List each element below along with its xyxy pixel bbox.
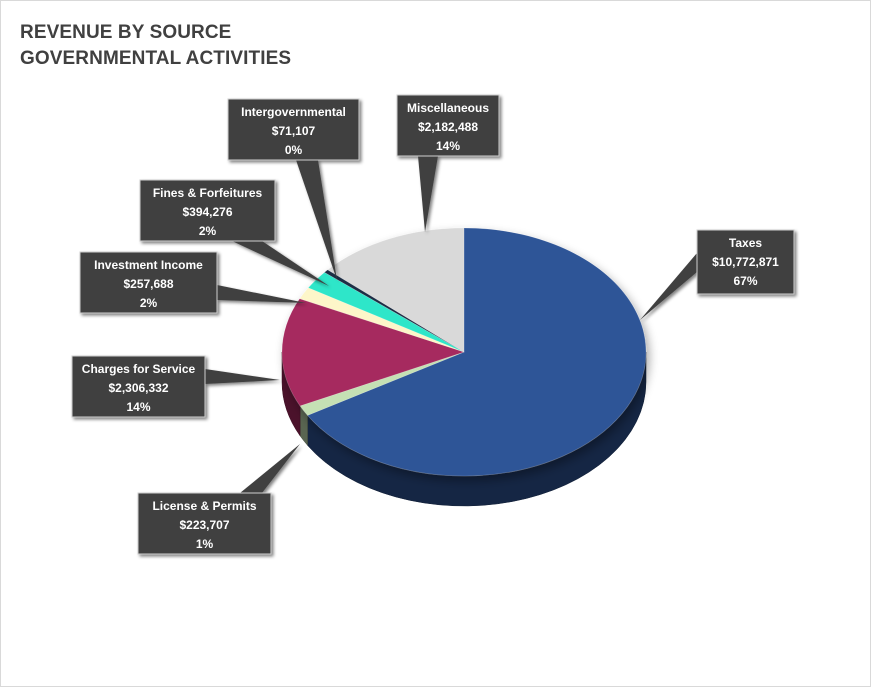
callout-investment-income: Investment Income $257,688 2% [79, 251, 306, 314]
callout-pointer [205, 369, 280, 384]
callout-box [71, 355, 206, 418]
pie-slice-miscellaneous [327, 227, 465, 353]
callout-label: License & Permits [152, 499, 256, 513]
callout-label: Taxes [729, 236, 762, 250]
callout-pointer [217, 285, 306, 303]
callout-amount: $71,107 [272, 124, 316, 138]
callout-box [396, 94, 500, 157]
callout-fines-and-forfeitures: Fines & Forfeitures $394,276 2% [139, 179, 329, 286]
chart-title: REVENUE BY SOURCE GOVERNMENTAL ACTIVITIE… [20, 20, 291, 72]
callout-amount: $394,276 [182, 205, 232, 219]
callout-label: Miscellaneous [407, 101, 489, 115]
callout-charges-for-service: Charges for Service $2,306,332 14% [71, 355, 280, 418]
callout-box [696, 229, 795, 295]
chart-title-line-2: GOVERNMENTAL ACTIVITIES [20, 48, 292, 69]
pie-slice-charges-for-service [281, 298, 465, 407]
callout-label: Charges for Service [82, 362, 196, 376]
callout-pointer [240, 444, 300, 493]
callout-percent: 67% [733, 274, 757, 288]
callout-label: Investment Income [94, 258, 203, 272]
callout-label: Fines & Forfeitures [153, 186, 263, 200]
callout-license-and-permits: License & Permits $223,707 1% [137, 444, 300, 555]
callout-percent: 14% [126, 400, 150, 414]
callout-intergovernmental: Intergovernmental $71,107 0% [227, 98, 360, 280]
callout-group: Taxes $10,772,871 67% License & Permits $223… [71, 94, 795, 555]
callout-percent: 1% [196, 537, 214, 551]
callout-box [227, 98, 360, 161]
callout-amount: $2,306,332 [108, 381, 168, 395]
callout-amount: $257,688 [123, 277, 173, 291]
callout-pointer [640, 253, 697, 320]
pie-top-group [281, 227, 647, 477]
callout-box [139, 179, 276, 242]
callout-percent: 2% [199, 224, 217, 238]
callout-pointer [296, 160, 337, 280]
callout-label: Intergovernmental [241, 105, 346, 119]
callout-miscellaneous: Miscellaneous $2,182,488 14% [396, 94, 500, 232]
callout-taxes: Taxes $10,772,871 67% [640, 229, 795, 320]
callout-percent: 14% [436, 139, 460, 153]
chart-title-line-1: REVENUE BY SOURCE [20, 22, 232, 43]
pie-slice-taxes [307, 227, 647, 477]
callout-pointer [232, 241, 329, 286]
callout-box [79, 251, 218, 314]
callout-amount: $2,182,488 [418, 120, 478, 134]
callout-amount: $223,707 [179, 518, 229, 532]
callout-box [137, 492, 272, 555]
callout-percent: 0% [285, 143, 303, 157]
callout-percent: 2% [140, 296, 158, 310]
callout-pointer [418, 156, 438, 232]
callout-amount: $10,772,871 [712, 255, 779, 269]
